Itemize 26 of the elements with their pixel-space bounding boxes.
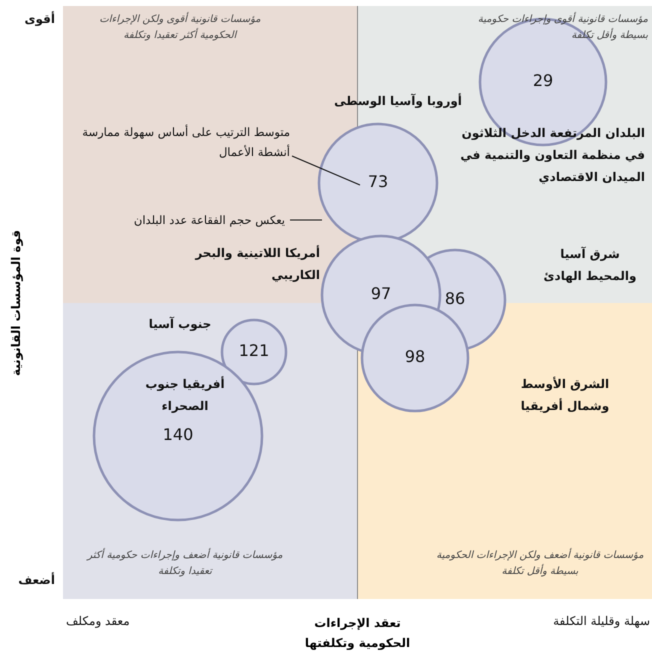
data-label: 121 [238, 341, 270, 360]
text: أضعف [17, 571, 55, 589]
text: مؤسسات قانونية أقوى ولكن الإجراءات الحكومية أكثر تعقيدا وتكلفة [98, 12, 262, 43]
data-label: 29 [532, 71, 554, 90]
text: يعكس حجم الفقاعة عدد البلدان [132, 212, 285, 229]
text: مؤسسات قانونية أقوى وإجراءات حكومية بسيطة وأقل تكلفة [476, 12, 648, 43]
category-label: أفريقيا جنوب الصحراء [144, 375, 226, 415]
text: سهلة وقليلة التكلفة [552, 613, 650, 630]
category-label: أمريكا اللاتينية والبحر الكاريبي [194, 244, 320, 284]
text: قوة المؤسسات القانونية [9, 229, 24, 376]
category-label: الشرق الأوسط وشمال أفريقيا [520, 376, 610, 415]
text: معقد ومكلف [66, 613, 131, 630]
data-label: 73 [368, 172, 388, 192]
category-label: البلدان المرتفعة الدخل الثلاثون في منظمة التعاون والتنمية في الميدان الاقتصادي [460, 125, 645, 186]
data-label: 97 [370, 284, 392, 304]
category-label: أوروبا وآسيا الوسطى [333, 92, 463, 110]
text: أقوى [24, 10, 55, 28]
data-label: 98 [404, 347, 426, 366]
category-label: شرق آسيا والمحيط الهادئ [542, 246, 638, 285]
text: مؤسسات قانونية أضعف وإجراءات حكومية أكثر تعقيدا وتكلفة [85, 548, 284, 579]
text: متوسط الترتيب على أساس سهولة ممارسة أنشطة الأعمال [81, 124, 290, 161]
data-label: 86 [444, 289, 466, 308]
data-label: 140 [162, 425, 194, 444]
text: مؤسسات قانونية أضعف ولكن الإجراءات الحكومية بسيطة وأقل تكلفة [435, 548, 645, 579]
category-label: جنوب آسيا [148, 316, 212, 333]
text: تعقد الإجراءات الحكومية وتكلفتها [304, 615, 412, 652]
